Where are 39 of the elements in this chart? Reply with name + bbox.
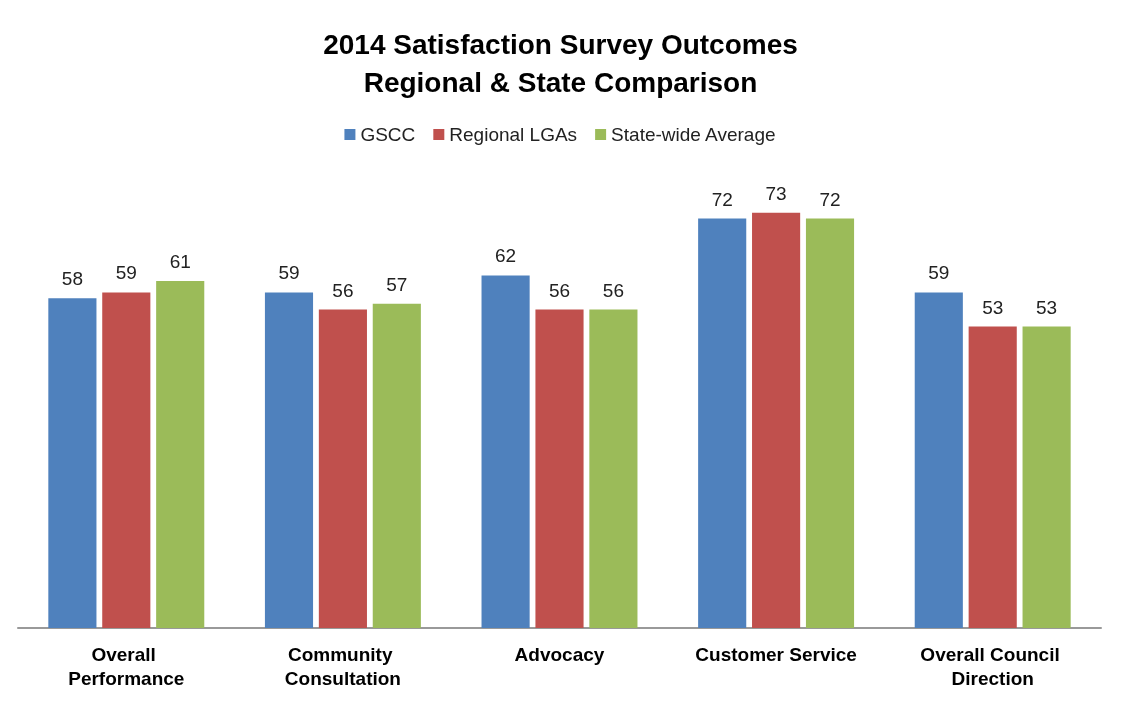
- data-label: 61: [169, 251, 191, 273]
- data-label: 53: [982, 296, 1004, 318]
- bar: [698, 218, 747, 628]
- bar: [156, 281, 205, 628]
- data-label: 58: [61, 268, 83, 290]
- legend-label: GSCC: [360, 124, 416, 145]
- data-label: 56: [602, 279, 624, 301]
- bar: [914, 292, 963, 628]
- x-tick-label: Overall Council Direction: [920, 643, 1066, 689]
- data-label: 57: [386, 273, 408, 295]
- bar: [535, 309, 584, 628]
- legend-label: Regional LGAs: [449, 124, 578, 145]
- data-label: 62: [495, 245, 517, 267]
- data-label: 72: [711, 188, 733, 210]
- bar: [264, 292, 314, 628]
- x-tick-label: Advocacy: [514, 643, 605, 665]
- x-tick-label: Customer Service: [695, 643, 857, 665]
- data-label: 73: [765, 182, 787, 204]
- bar: [805, 218, 855, 628]
- bar: [968, 326, 1017, 628]
- bar: [481, 275, 530, 628]
- bar: [752, 212, 801, 628]
- data-label: 59: [115, 262, 137, 284]
- bar: [372, 303, 421, 628]
- data-label: 59: [928, 262, 950, 284]
- data-label: 59: [278, 262, 300, 284]
- bar: [102, 292, 151, 628]
- legend-label: State-wide Average: [611, 124, 776, 145]
- bar: [48, 298, 97, 628]
- bar: [1022, 326, 1071, 628]
- x-tick-label: Overall Performance: [68, 643, 185, 689]
- data-label: 72: [819, 188, 841, 210]
- data-label: 56: [548, 279, 571, 301]
- chart-title: 2014 Satisfaction Survey Outcomes Regional & State Comparison: [323, 28, 798, 98]
- bar: [318, 309, 367, 628]
- x-tick-label: Community Consultation: [284, 643, 401, 689]
- bar: [589, 309, 638, 628]
- data-label: 56: [332, 279, 354, 301]
- data-label: 53: [1036, 296, 1058, 318]
